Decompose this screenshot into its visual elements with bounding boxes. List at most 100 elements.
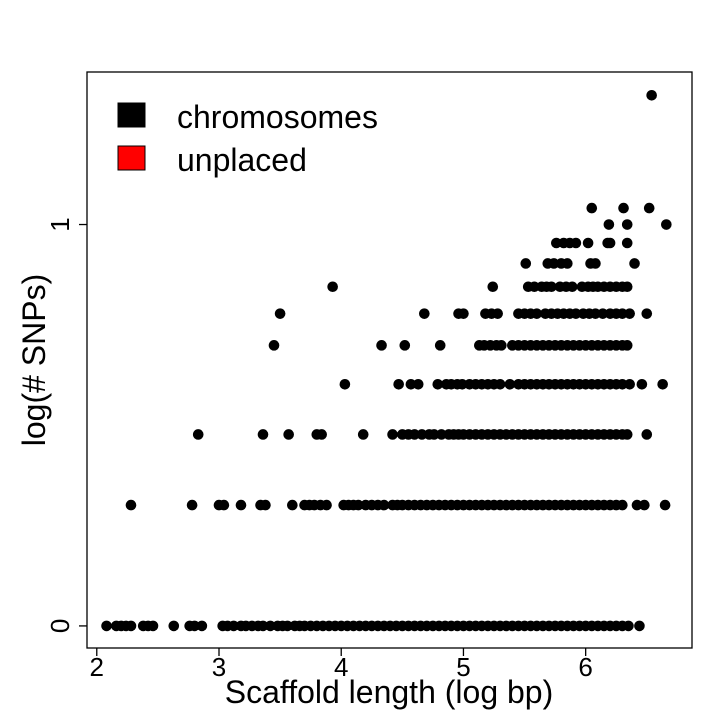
data-point-chromosomes [405,378,417,390]
data-point-chromosomes [458,308,469,319]
x-axis: 2 3 4 5 6 [90,648,593,682]
x-tick-label: 3 [212,652,226,682]
data-point-chromosomes [657,378,668,390]
data-point-chromosomes [621,281,633,293]
data-point-chromosomes [496,340,507,351]
data-point-chromosomes [570,237,582,249]
data-point-chromosomes [621,237,633,249]
data-point-chromosomes [268,340,280,351]
data-point-chromosomes [487,281,499,293]
data-point-chromosomes [531,308,543,319]
data-point-chromosomes [661,219,672,230]
x-tick-label: 5 [456,652,470,682]
data-point-chromosomes [562,258,573,269]
data-point-chromosomes [282,620,293,632]
data-point-chromosomes [434,340,446,351]
y-axis: 01 [45,217,87,633]
data-point-chromosomes [416,429,428,440]
data-point-chromosomes [353,499,364,511]
data-point-chromosomes [192,429,204,440]
data-point-chromosomes [621,429,633,440]
data-point-chromosomes [604,237,616,249]
data-point-chromosomes [617,499,628,511]
data-point-chromosomes [548,258,560,269]
data-point-chromosomes [641,308,653,319]
legend-swatch-chromosomes [117,102,146,128]
data-point-chromosomes [617,308,628,319]
legend-swatch-unplaced [117,145,146,171]
data-point-chromosomes [339,378,351,390]
data-point-chromosomes [590,258,601,269]
y-tick-label: 0 [45,619,75,633]
data-point-chromosomes [357,429,369,440]
y-axis-title: log(# SNPs) [16,274,52,447]
data-point-chromosomes [631,499,643,511]
data-point-chromosomes [492,308,503,319]
legend: chromosomes unplaced [117,99,378,178]
data-point-chromosomes [659,499,671,511]
legend-label-unplaced: unplaced [177,142,307,178]
data-point-chromosomes [597,308,609,319]
data-point-chromosomes [643,202,655,214]
data-point-chromosomes [189,620,200,632]
data-point-chromosomes [186,499,198,511]
data-point-chromosomes [629,258,640,269]
data-point-chromosomes [257,620,269,632]
data-point-chromosomes [582,237,594,249]
plot-frame [86,71,693,649]
data-point-chromosomes [287,499,298,511]
data-point-chromosomes [432,378,444,390]
data-point-chromosomes [504,378,516,390]
data-point-chromosomes [376,340,387,351]
data-point-chromosomes [624,308,635,319]
data-point-chromosomes [546,281,557,293]
data-point-chromosomes [168,620,180,632]
x-tick-label: 6 [578,652,592,682]
data-point-chromosomes [409,429,420,440]
data-point-chromosomes [634,620,645,632]
x-tick-label: 4 [334,652,348,682]
data-point-chromosomes [393,378,404,390]
data-point-chromosomes [494,378,506,390]
data-point-chromosomes [327,281,338,293]
data-point-chromosomes [641,429,653,440]
data-point-chromosomes [399,340,411,351]
data-point-chromosomes [387,429,398,440]
data-point-chromosomes [456,378,468,390]
data-point-chromosomes [590,308,601,319]
data-points [101,89,672,632]
data-point-chromosomes [586,202,598,214]
data-point-chromosomes [125,499,137,511]
data-point-chromosomes [218,499,230,511]
data-point-chromosomes [618,202,629,214]
data-point-chromosomes [623,620,634,632]
data-point-chromosomes [101,620,112,632]
data-point-chromosomes [316,429,327,440]
data-point-chromosomes [265,620,276,632]
data-point-chromosomes [235,499,247,511]
data-point-chromosomes [412,378,424,390]
data-point-chromosomes [570,308,582,319]
data-point-chromosomes [529,281,540,293]
data-point-chromosomes [147,620,159,632]
data-point-chromosomes [260,499,271,511]
legend-label-chromosomes: chromosomes [177,99,378,135]
data-point-chromosomes [603,219,615,230]
data-point-chromosomes [617,378,628,390]
y-tick-label: 1 [45,217,75,231]
x-axis-title: Scaffold length (log bp) [225,674,554,710]
data-point-chromosomes [624,378,635,390]
data-point-chromosomes [257,429,269,440]
data-point-chromosomes [520,258,532,269]
data-point-chromosomes [228,620,239,632]
data-point-chromosomes [436,429,447,440]
data-point-chromosomes [566,281,578,293]
data-point-chromosomes [551,237,562,249]
data-point-chromosomes [196,620,208,632]
data-point-chromosomes [639,499,650,511]
data-point-chromosomes [378,499,390,511]
data-point-chromosomes [321,499,332,511]
data-point-chromosomes [621,340,633,351]
data-point-chromosomes [646,89,657,101]
